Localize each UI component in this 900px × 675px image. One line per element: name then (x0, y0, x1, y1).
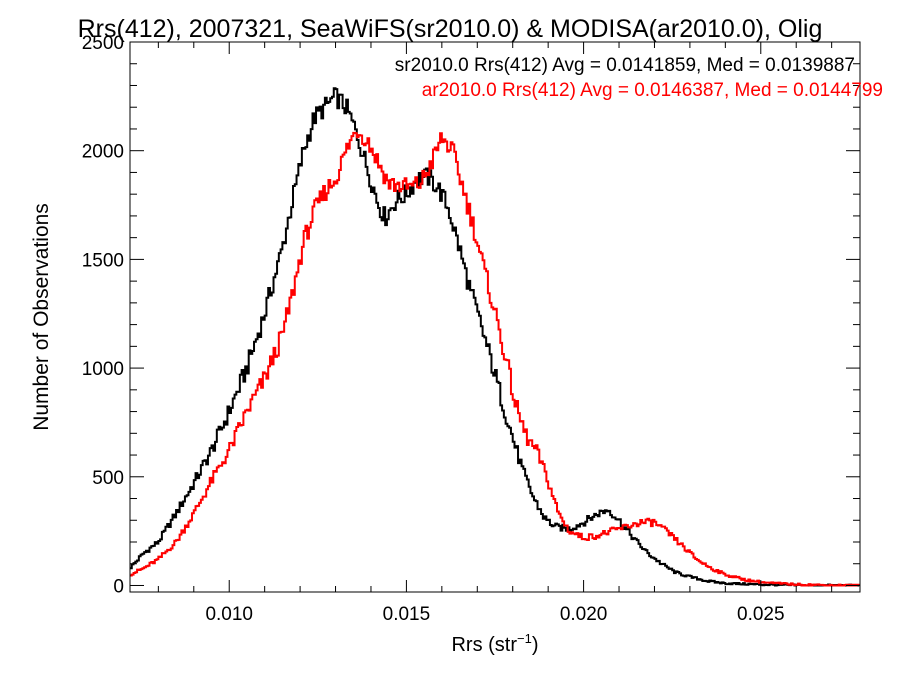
legend-entry-ar2010: ar2010.0 Rrs(412) Avg = 0.0146387, Med =… (422, 80, 883, 101)
x-axis-ticks: 0.010 0.015 0.020 0.025 (157, 42, 833, 625)
x-tick-label: 0.025 (737, 604, 785, 625)
y-axis-label: Number of Observations (30, 203, 53, 431)
series-line-sr2010-0 (130, 87, 860, 587)
x-tick-label: 0.020 (560, 604, 608, 625)
x-axis-label-end: ) (532, 634, 539, 656)
plot-frame (129, 41, 861, 593)
y-tick-label: 0 (113, 576, 124, 597)
y-tick-label: 2500 (82, 33, 124, 54)
x-axis-label-superscript: −1 (517, 631, 532, 646)
x-tick-label: 0.015 (383, 604, 431, 625)
y-tick-label: 500 (92, 468, 124, 489)
y-tick-label: 1000 (82, 359, 124, 380)
series-layer (130, 87, 860, 587)
chart-title: Rrs(412), 2007321, SeaWiFS(sr2010.0) & M… (78, 15, 823, 43)
x-axis-label: Rrs (str−1) (451, 631, 538, 656)
series-line-ar2010-0 (130, 131, 860, 587)
x-axis-label-main: Rrs (str (451, 634, 517, 656)
y-tick-label: 1500 (82, 250, 124, 271)
y-tick-label: 2000 (82, 142, 124, 163)
legend-entry-sr2010: sr2010.0 Rrs(412) Avg = 0.0141859, Med =… (395, 55, 855, 76)
y-axis-ticks: 0 500 1000 1500 2000 2500 (82, 33, 860, 597)
x-tick-label: 0.010 (205, 604, 253, 625)
